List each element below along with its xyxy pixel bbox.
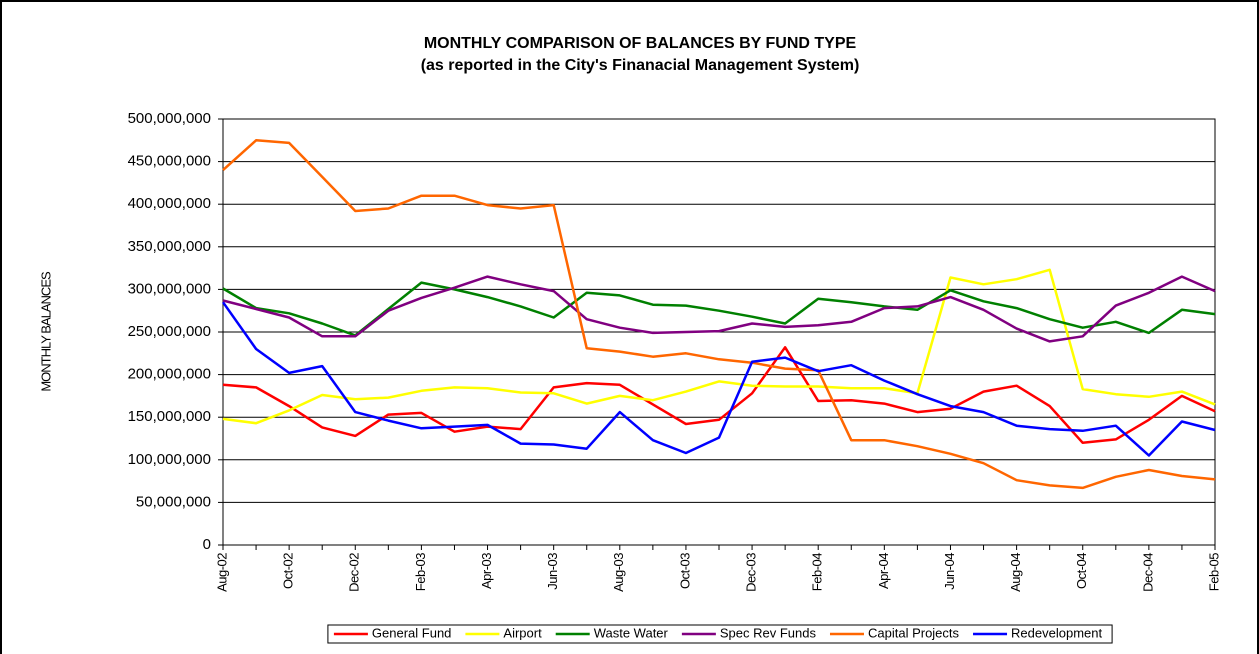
series-line [222,268,1216,425]
y-tick-label: 350,000,000 [128,238,211,255]
y-tick-label: 100,000,000 [128,451,211,468]
x-tick-label: Feb-03 [413,553,428,591]
legend-label: Airport [503,625,542,640]
y-tick-label: 500,000,000 [128,110,211,127]
y-tick-label: 250,000,000 [128,323,211,340]
series-line [222,346,1216,445]
legend-label: Spec Rev Funds [720,625,817,640]
x-tick-label: Feb-05 [1206,553,1221,591]
y-tick-label: 150,000,000 [128,408,211,425]
chart-subtitle: (as reported in the City's Finanacial Ma… [421,57,860,74]
series-line [222,281,1216,337]
y-tick-label: 50,000,000 [136,493,211,510]
x-tick-label: Dec-03 [744,553,759,592]
legend-label: Waste Water [594,625,669,640]
legend-label: Redevelopment [1011,625,1102,640]
y-tick-label: 0 [203,536,211,553]
series-line [222,275,1216,343]
y-axis-label: MONTHLY BALANCES [38,271,53,392]
legend-label: General Fund [372,625,452,640]
chart-title: MONTHLY COMPARISON OF BALANCES BY FUND T… [424,35,857,52]
x-tick-label: Dec-02 [347,553,362,592]
legend-label: Capital Projects [868,625,960,640]
series-line [221,301,1216,457]
x-tick-label: Aug-03 [611,553,626,592]
y-tick-label: 400,000,000 [128,195,211,212]
x-tick-label: Dec-04 [1140,553,1155,592]
x-tick-label: Oct-04 [1074,553,1089,589]
x-tick-label: Feb-04 [810,553,825,591]
y-tick-label: 300,000,000 [128,280,211,297]
x-tick-label: Jun-03 [545,553,560,590]
series-line [222,139,1216,490]
x-tick-label: Oct-03 [677,553,692,589]
x-tick-label: Apr-04 [876,553,891,589]
x-tick-label: Aug-04 [1008,553,1023,592]
x-tick-label: Apr-03 [479,553,494,589]
legend: General Fund Airport Waste Water Spec Rev F… [327,624,1113,644]
x-tick-label: Aug-02 [214,553,229,592]
x-tick-label: Oct-02 [281,553,296,589]
y-tick-label: 200,000,000 [128,366,211,383]
legend-box [327,624,1113,644]
y-tick-label: 450,000,000 [128,153,211,170]
x-tick-label: Jun-04 [942,553,957,590]
